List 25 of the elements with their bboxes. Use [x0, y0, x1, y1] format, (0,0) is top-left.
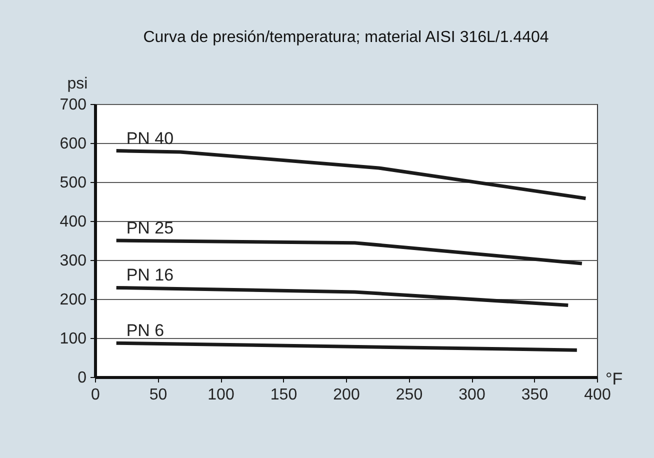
y-tick-label: 200	[60, 292, 87, 308]
x-tick-label: 50	[149, 386, 168, 404]
series-label: PN 6	[126, 321, 164, 340]
x-tick-label: 250	[396, 386, 423, 404]
x-tick-label: 0	[91, 386, 100, 404]
y-tick-label: 100	[60, 330, 87, 348]
x-tick-label: 200	[333, 386, 360, 404]
y-tick-label: 0	[78, 370, 87, 386]
x-tick-label: 100	[208, 386, 234, 404]
y-axis-title: psi	[67, 76, 88, 92]
x-tick-label: 150	[270, 386, 298, 404]
x-tick-label: 300	[458, 386, 486, 404]
chart-title: Curva de presión/temperatura; material AISI 316L/1.4404	[143, 29, 549, 46]
y-tick-label: 300	[60, 252, 87, 270]
x-tick-label: 350	[521, 386, 548, 404]
x-axis-title: °F	[606, 370, 623, 388]
series-label: PN 16	[126, 266, 174, 285]
y-tick-label: 500	[60, 174, 87, 192]
line-series	[114, 149, 588, 200]
y-tick-label: 700	[60, 96, 87, 114]
y-tick-label: 400	[60, 214, 87, 230]
series-label: PN 25	[126, 218, 174, 238]
series-label: PN 40	[126, 128, 174, 148]
y-tick-label: 600	[60, 136, 87, 152]
x-tick-label: 400	[584, 386, 611, 404]
